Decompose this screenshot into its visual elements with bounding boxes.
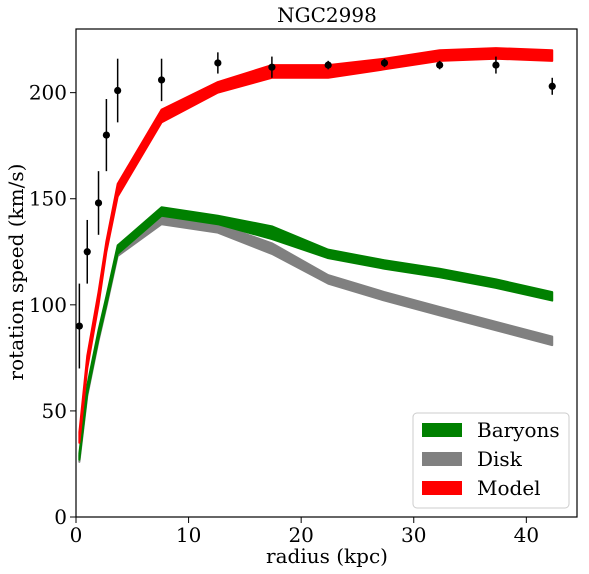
observed-point [75, 283, 83, 369]
observed-point [436, 60, 444, 70]
observed-point [324, 60, 332, 70]
x-tick-label: 30 [401, 523, 426, 547]
legend-swatch [422, 423, 462, 437]
data-point [157, 76, 166, 84]
data-point [436, 61, 444, 69]
legend-label: Model [477, 476, 541, 500]
chart-title: NGC2998 [277, 3, 377, 27]
x-axis-label: radius (kpc) [266, 544, 388, 568]
legend-label: Disk [477, 447, 523, 471]
y-axis-label: rotation speed (km/s) [4, 164, 28, 381]
legend-swatch [422, 481, 462, 495]
data-point [492, 61, 500, 69]
plot-frame [75, 28, 578, 518]
data-point [324, 61, 332, 69]
x-tick-label: 20 [288, 523, 313, 547]
observed-point [102, 99, 110, 172]
y-tick-label: 100 [29, 293, 67, 317]
y-tick-label: 200 [29, 81, 67, 105]
legend-entry-model: Model [422, 476, 541, 500]
band-model [78, 47, 554, 444]
y-tick-label: 0 [54, 505, 67, 529]
y-tick-label: 150 [29, 187, 67, 211]
legend-entry-baryons: Baryons [422, 418, 560, 442]
x-tick-label: 0 [70, 523, 83, 547]
x-tick-label: 10 [176, 523, 201, 547]
observed-point [268, 56, 276, 78]
data-point [102, 131, 110, 139]
data-point [114, 86, 122, 95]
observed-point [380, 58, 389, 68]
legend-entry-disk: Disk [422, 447, 523, 471]
observed-point [94, 171, 103, 235]
data-point [268, 63, 276, 71]
observed-point [83, 219, 91, 284]
legend-label: Baryons [477, 418, 560, 442]
x-tick-label: 40 [514, 523, 539, 547]
observed-point [492, 56, 500, 74]
observed-point [157, 58, 166, 102]
series-bands [78, 47, 554, 463]
data-point [548, 82, 556, 90]
observed-point [114, 58, 122, 123]
band-baryons [78, 206, 554, 461]
data-point [94, 199, 103, 207]
data-point [83, 248, 91, 256]
data-point [380, 59, 389, 67]
y-tick-label: 50 [42, 399, 67, 423]
axis-ticks: 0 10 20 30 40 0 50 100 150 200 [29, 81, 539, 547]
observed-point [214, 52, 222, 74]
observed-point [548, 77, 556, 95]
observed-points [75, 52, 556, 369]
data-point [214, 59, 222, 67]
legend: Baryons Disk Model [412, 412, 570, 509]
legend-swatch [422, 452, 462, 466]
data-point [75, 322, 83, 330]
